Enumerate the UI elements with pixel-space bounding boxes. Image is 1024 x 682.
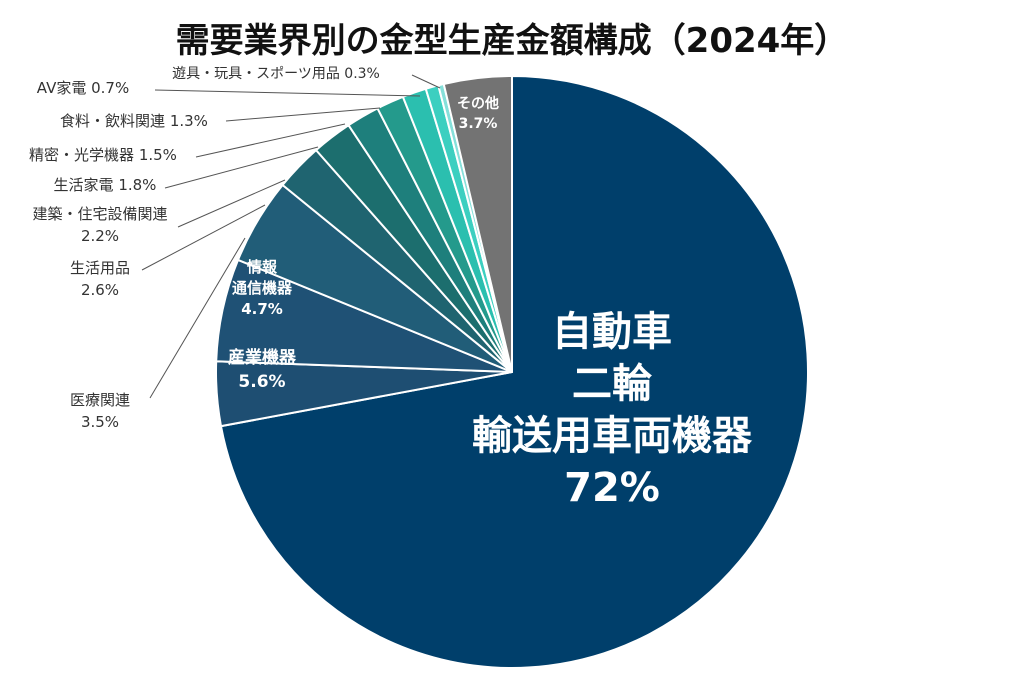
- slice-label: 遊具・玩具・スポーツ用品 0.3%: [172, 66, 380, 82]
- leader-line: [141, 204, 266, 271]
- slice-label: 情報通信機器 4.7%: [232, 258, 293, 318]
- slice-label: 生活用品 2.6%: [70, 259, 130, 299]
- chart-title: 需要業界別の金型生産金額構成（2024年）: [176, 21, 849, 61]
- leader-line: [164, 146, 319, 189]
- slice-label: AV家電 0.7%: [37, 79, 129, 97]
- leader-lines: [141, 74, 441, 399]
- pie-slice: [442, 74, 513, 373]
- slice-label: その他 3.7%: [457, 95, 499, 132]
- slice-label: 食料・飲料関連 1.3%: [60, 112, 208, 130]
- slice-label: 建築・住宅設備関連 2.2%: [32, 205, 167, 245]
- slice-labels: 自動車二輪輸送用車両機器 72% 医療関連 3.5% 産業機器 5.6% 情報通信機器 4.7…: [29, 66, 753, 511]
- leader-line: [411, 74, 441, 89]
- slice-label: 医療関連 3.5%: [70, 391, 130, 431]
- pie-slices: [215, 74, 809, 669]
- leader-line: [149, 237, 246, 399]
- leader-line: [225, 107, 381, 122]
- slice-label: 自動車二輪輸送用車両機器 72%: [472, 309, 753, 511]
- leader-line: [195, 123, 346, 158]
- leader-line: [154, 89, 421, 97]
- slice-label: 精密・光学機器 1.5%: [29, 146, 177, 164]
- slice-label: 生活家電 1.8%: [54, 176, 157, 194]
- slice-label: 産業機器 5.6%: [228, 347, 297, 392]
- pie-slice: [219, 74, 809, 669]
- leader-line: [177, 179, 286, 228]
